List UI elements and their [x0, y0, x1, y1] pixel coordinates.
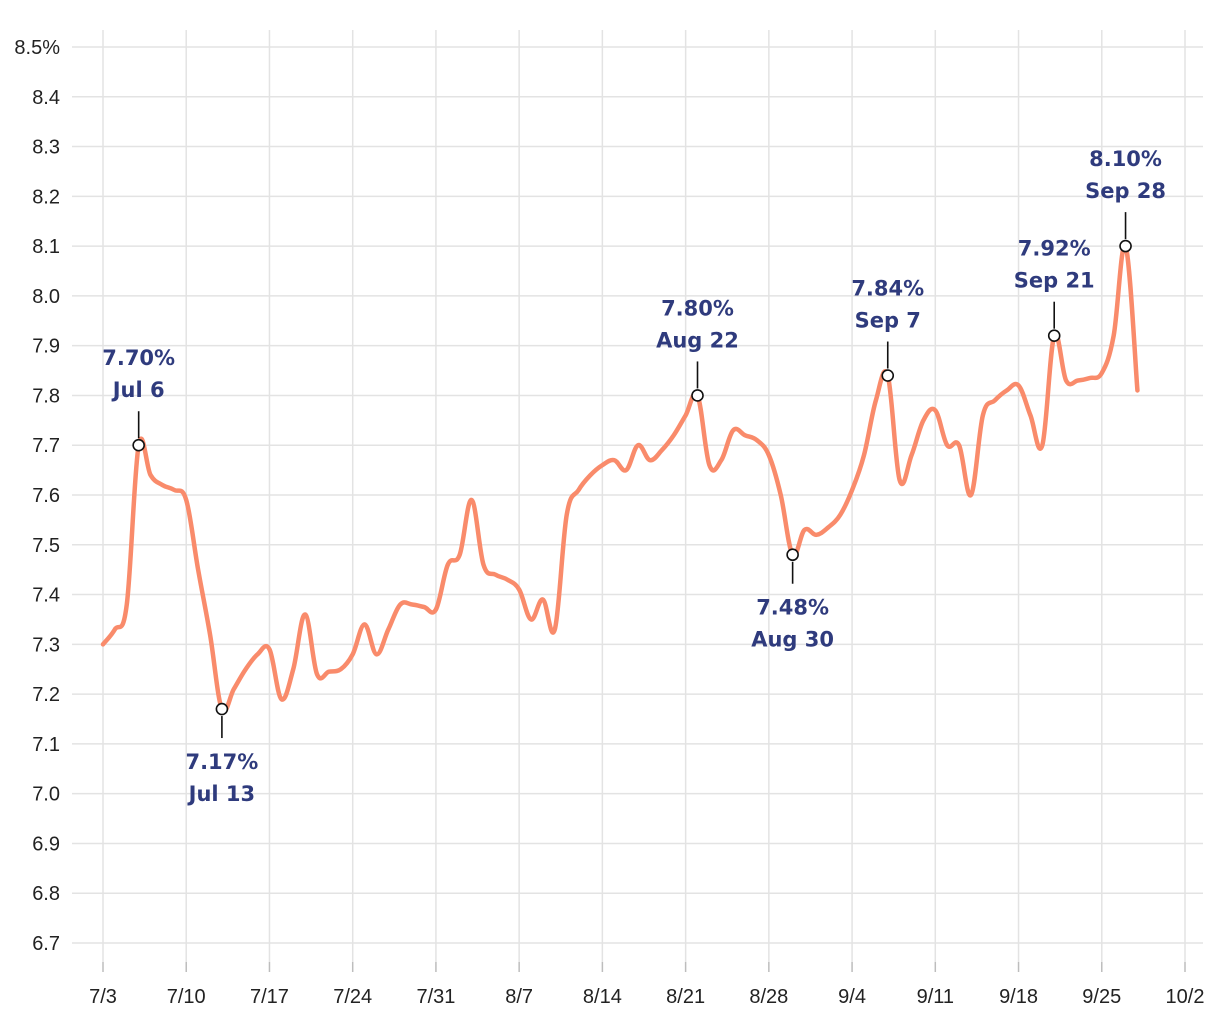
x-tick-label: 8/28 — [749, 986, 788, 1008]
annotation-date: Sep 28 — [1085, 179, 1166, 203]
annotation: 7.92% Sep 21 — [1014, 237, 1095, 343]
x-tick-label: 8/21 — [666, 986, 705, 1008]
x-tick-label: 9/25 — [1082, 986, 1121, 1008]
y-tick-label: 7.9 — [32, 336, 60, 358]
annotation: 8.10% Sep 28 — [1085, 147, 1166, 253]
y-tick-label: 8.5% — [14, 37, 60, 59]
x-tick-label: 9/4 — [838, 986, 866, 1008]
gridlines — [72, 30, 1203, 972]
point-annotations: 7.70% Jul 6 7.17% Jul 13 7.80% Aug 22 7.48% Aug… — [102, 147, 1166, 806]
annotation-date: Sep 21 — [1014, 269, 1095, 293]
annotation-value: 7.17% — [185, 750, 258, 774]
x-tick-label: 8/14 — [583, 986, 622, 1008]
annotation-marker — [1119, 239, 1132, 253]
x-tick-label: 10/2 — [1166, 986, 1205, 1008]
x-tick-label: 7/3 — [89, 986, 117, 1008]
y-tick-label: 6.7 — [32, 933, 60, 955]
y-tick-label: 7.8 — [32, 385, 60, 407]
y-tick-label: 7.7 — [32, 435, 60, 457]
annotation-value: 7.70% — [102, 346, 175, 370]
y-tick-label: 8.1 — [32, 236, 60, 258]
y-tick-label: 7.2 — [32, 684, 60, 706]
annotation-value: 8.10% — [1089, 147, 1162, 171]
annotation: 7.80% Aug 22 — [656, 296, 739, 402]
annotation-marker — [132, 438, 145, 452]
rate-series-line — [100, 243, 1140, 714]
y-tick-label: 7.1 — [32, 734, 60, 756]
annotation: 7.70% Jul 6 — [102, 346, 175, 452]
x-tick-label: 7/31 — [416, 986, 455, 1008]
annotation-date: Jul 6 — [111, 378, 165, 402]
x-tick-label: 8/7 — [505, 986, 533, 1008]
y-tick-label: 6.9 — [32, 833, 60, 855]
x-tick-label: 9/18 — [999, 986, 1038, 1008]
y-tick-label: 8.4 — [32, 87, 60, 109]
annotation-marker — [881, 369, 895, 382]
x-tick-label: 9/11 — [917, 986, 954, 1008]
annotation-marker — [1047, 329, 1061, 343]
x-tick-label: 7/10 — [167, 986, 206, 1008]
y-tick-label: 8.2 — [32, 186, 60, 208]
x-axis-tick-labels: 7/3 7/10 7/17 7/24 7/31 8/7 8/14 8/21 8/28 9/4 9/1… — [89, 986, 1204, 1008]
annotation-value: 7.92% — [1018, 237, 1091, 261]
annotation-date: Sep 7 — [855, 309, 921, 333]
annotation-marker — [215, 702, 229, 716]
y-tick-label: 8.0 — [32, 286, 60, 308]
y-tick-label: 6.8 — [32, 883, 60, 905]
annotation-value: 7.48% — [756, 596, 829, 620]
annotation: 7.84% Sep 7 — [851, 277, 924, 382]
y-axis-tick-labels: 6.7 6.8 6.9 7.0 7.1 7.2 7.3 7.4 7.5 7.6 7.7 7.8 7.9 8… — [14, 37, 60, 955]
annotation: 7.48% Aug 30 — [751, 548, 834, 652]
annotation-marker — [786, 548, 799, 562]
annotation-value: 7.84% — [851, 277, 924, 301]
x-tick-label: 7/17 — [250, 986, 289, 1008]
y-tick-label: 7.0 — [32, 784, 60, 806]
y-tick-label: 7.4 — [32, 585, 60, 607]
annotation-date: Aug 30 — [751, 628, 834, 652]
annotation-value: 7.80% — [661, 296, 734, 320]
y-tick-label: 7.3 — [32, 634, 60, 656]
annotation-date: Jul 13 — [187, 782, 256, 806]
x-tick-label: 7/24 — [333, 986, 372, 1008]
y-tick-label: 7.6 — [32, 485, 60, 507]
annotation-marker — [691, 389, 704, 402]
y-tick-label: 8.3 — [32, 137, 60, 159]
annotation-date: Aug 22 — [656, 328, 739, 352]
annotation: 7.17% Jul 13 — [185, 702, 258, 806]
y-tick-label: 7.5 — [32, 535, 60, 557]
